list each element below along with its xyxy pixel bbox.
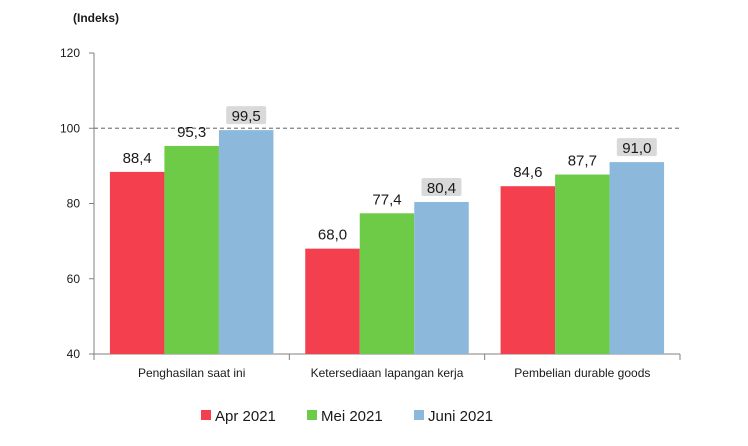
category-label: Ketersediaan lapangan kerja: [311, 366, 464, 380]
y-tick-label: 120: [60, 46, 80, 60]
data-label: 99,5: [232, 108, 261, 125]
y-tick-label: 60: [67, 272, 81, 286]
category-labels: Penghasilan saat ini Ketersediaan lapanga…: [138, 366, 650, 380]
y-tick-label: 40: [67, 347, 81, 361]
bar: [500, 186, 556, 354]
data-label: 80,4: [427, 180, 456, 197]
data-label: 95,3: [177, 124, 206, 141]
data-label-background: [226, 106, 267, 125]
bar: [359, 213, 415, 354]
legend-swatch: [201, 410, 211, 420]
data-label-background: [616, 138, 657, 157]
data-label-background: [421, 177, 462, 196]
bar: [164, 145, 219, 354]
legend-swatch: [414, 410, 424, 420]
legend: Apr 2021 Mei 2021 Juni 2021: [201, 408, 493, 425]
y-tick-label: 100: [60, 121, 80, 135]
data-label: 88,4: [123, 150, 152, 167]
data-label: 87,7: [568, 153, 597, 170]
y-axis-unit-label: (Indeks): [73, 11, 119, 25]
legend-swatch: [307, 410, 317, 420]
bar: [555, 174, 610, 354]
bar: [109, 171, 165, 354]
data-label: 91,0: [622, 140, 651, 157]
bar: [609, 162, 665, 354]
y-ticks: 40 60 80 100 120: [60, 46, 681, 361]
legend-label: Mei 2021: [321, 408, 383, 425]
bar: [305, 248, 360, 354]
data-label: 84,6: [513, 164, 542, 181]
y-tick-label: 80: [67, 197, 81, 211]
legend-label: Juni 2021: [428, 408, 493, 425]
bar: [414, 201, 469, 354]
legend-label: Apr 2021: [215, 408, 276, 425]
category-label: Pembelian durable goods: [514, 366, 650, 380]
category-label: Penghasilan saat ini: [138, 366, 245, 380]
bars: 88,4 95,3 99,5 68,0 77,4 80,4 84,6 87,7 91,0: [109, 106, 665, 354]
data-label: 77,4: [372, 191, 401, 208]
bar: [218, 130, 274, 354]
data-label: 68,0: [318, 227, 347, 244]
